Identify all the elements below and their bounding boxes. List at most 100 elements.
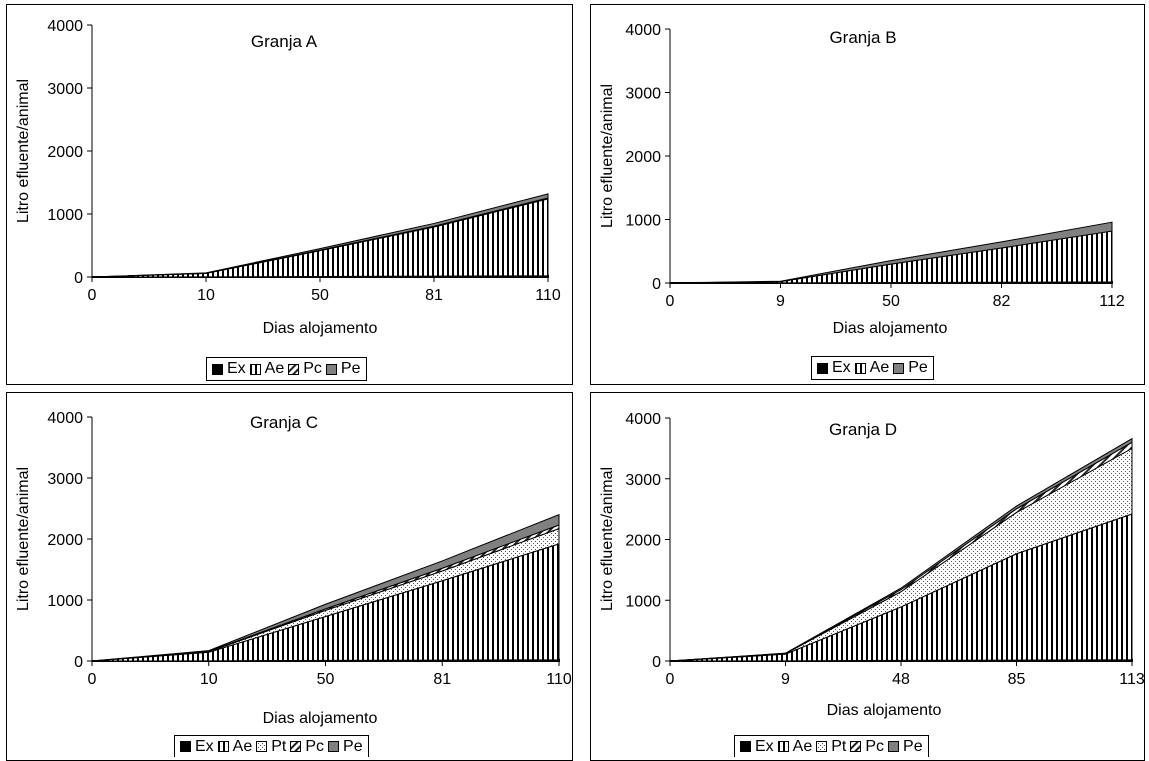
legend-swatch [288, 363, 300, 375]
y-tick-label: 3000 [625, 86, 661, 103]
x-tick-label: 50 [311, 287, 329, 304]
x-tick-label: 0 [88, 671, 97, 688]
legend-label: Pt [831, 737, 847, 755]
x-tick-label: 0 [666, 293, 675, 310]
legend-item-ex: Ex [817, 359, 851, 377]
legend-label: Ex [832, 359, 851, 376]
chart-title: Granja B [829, 28, 896, 47]
legend-swatch [893, 362, 905, 374]
legend-label: Pe [903, 737, 923, 755]
legend-granja-b: Ex Ae Pe [811, 356, 934, 380]
x-tick-label: 81 [433, 671, 451, 688]
y-axis-label: Litro efluente/animal [599, 467, 616, 611]
legend-item-pc: Pc [850, 738, 884, 756]
legend-swatch [256, 741, 268, 752]
y-tick-label: 0 [652, 654, 661, 671]
x-axis-label: Dias alojamento [263, 710, 378, 727]
legend-swatch [854, 362, 866, 374]
legend-label: Pc [303, 360, 322, 377]
x-tick-label: 9 [776, 293, 785, 310]
legend-item-ae: Ae [777, 737, 813, 756]
y-tick-label: 1000 [625, 213, 661, 230]
panel-granja-c: 0 1000 2000 3000 4000 0 10 50 81 110 Granja C Dias … [6, 392, 573, 761]
y-tick-label: 4000 [47, 18, 83, 35]
legend-label: Ex [755, 737, 774, 755]
x-tick-label: 9 [781, 671, 790, 688]
chart-title: Granja D [829, 420, 897, 439]
x-tick-label: 110 [535, 287, 561, 304]
legend-swatch [249, 363, 261, 375]
y-tick-label: 3000 [47, 81, 83, 98]
y-tick-label: 1000 [47, 207, 83, 224]
x-tick-label: 110 [546, 671, 572, 688]
legend-granja-c: Ex Ae Pt Pc Pe [174, 735, 369, 757]
legend-swatch [217, 741, 229, 752]
panel-granja-d: 0 1000 2000 3000 4000 0 9 48 85 113 Granja D Dias a… [590, 392, 1145, 761]
legend-label: Pc [865, 737, 885, 755]
chart-title: Granja A [251, 32, 318, 51]
legend-item-ex: Ex [212, 360, 246, 378]
legend-label: Ae [232, 737, 253, 755]
legend-swatch [328, 741, 340, 752]
legend-label: Pc [305, 737, 325, 755]
x-tick-label: 85 [1008, 671, 1026, 688]
x-tick-label: 10 [197, 287, 215, 304]
area-ae [91, 198, 549, 278]
y-tick-label: 0 [74, 654, 83, 671]
y-tick-label: 2000 [625, 149, 661, 166]
legend-item-ex: Ex [740, 738, 774, 756]
legend-swatch [777, 741, 789, 752]
legend-swatch [888, 741, 900, 752]
legend-label: Pt [271, 737, 287, 755]
legend-label: Pe [908, 359, 928, 376]
y-axis-label: Litro efluente/animal [599, 84, 616, 228]
legend-swatch [212, 363, 223, 375]
area-pe [669, 437, 1133, 662]
legend-label: Pe [340, 360, 361, 377]
x-tick-label: 82 [993, 293, 1011, 310]
legend-label: Ae [869, 359, 890, 376]
legend-label: Pe [343, 737, 363, 755]
legend-swatch [850, 741, 862, 752]
legend-item-pt: Pt [256, 738, 286, 756]
area-pe [91, 193, 549, 278]
legend-label: Ae [792, 737, 813, 755]
chart-granja-c: 0 1000 2000 3000 4000 0 10 50 81 110 Granja C Dias … [15, 410, 572, 727]
y-tick-label: 4000 [625, 411, 661, 428]
area-pe [91, 513, 560, 662]
legend-swatch [325, 363, 337, 375]
x-tick-label: 0 [666, 671, 675, 688]
legend-item-pe: Pe [325, 360, 361, 378]
legend-item-ae: Ae [854, 359, 890, 377]
legend-swatch [740, 741, 751, 752]
legend-label: Ex [195, 737, 214, 755]
legend-item-pt: Pt [816, 738, 846, 756]
legend-granja-d: Ex Ae Pt Pc Pe [734, 735, 929, 757]
legend-swatch [817, 362, 828, 374]
chart-title: Granja C [250, 413, 318, 432]
y-tick-label: 3000 [47, 471, 83, 488]
x-tick-label: 50 [317, 671, 335, 688]
area-pe [669, 221, 1113, 284]
legend-item-pe: Pe [893, 359, 928, 377]
legend-item-pe: Pe [328, 738, 363, 756]
y-tick-label: 4000 [47, 410, 83, 427]
chart-granja-a: 0 1000 2000 3000 4000 0 10 50 81 110 Granja A Dias … [15, 18, 561, 337]
legend-item-pe: Pe [888, 738, 923, 756]
chart-granja-b: 0 1000 2000 3000 4000 0 9 50 82 112 Granja B Dias a… [599, 22, 1125, 337]
legend-item-pc: Pc [288, 360, 322, 378]
x-tick-label: 0 [88, 287, 97, 304]
legend-item-ae: Ae [249, 360, 284, 378]
legend-granja-a: Ex Ae Pc Pe [206, 357, 367, 381]
y-tick-label: 2000 [47, 144, 83, 161]
y-tick-label: 3000 [625, 472, 661, 489]
y-axis-label: Litro efluente/animal [15, 79, 32, 223]
x-tick-label: 113 [1119, 671, 1145, 688]
x-tick-label: 48 [892, 671, 910, 688]
x-tick-label: 81 [425, 287, 443, 304]
legend-swatch [180, 741, 191, 752]
panel-granja-b: 0 1000 2000 3000 4000 0 9 50 82 112 Granja B Dias a… [590, 4, 1145, 385]
x-axis-label: Dias alojamento [833, 320, 948, 337]
x-axis-label: Dias alojamento [263, 320, 378, 337]
legend-swatch [290, 741, 302, 752]
